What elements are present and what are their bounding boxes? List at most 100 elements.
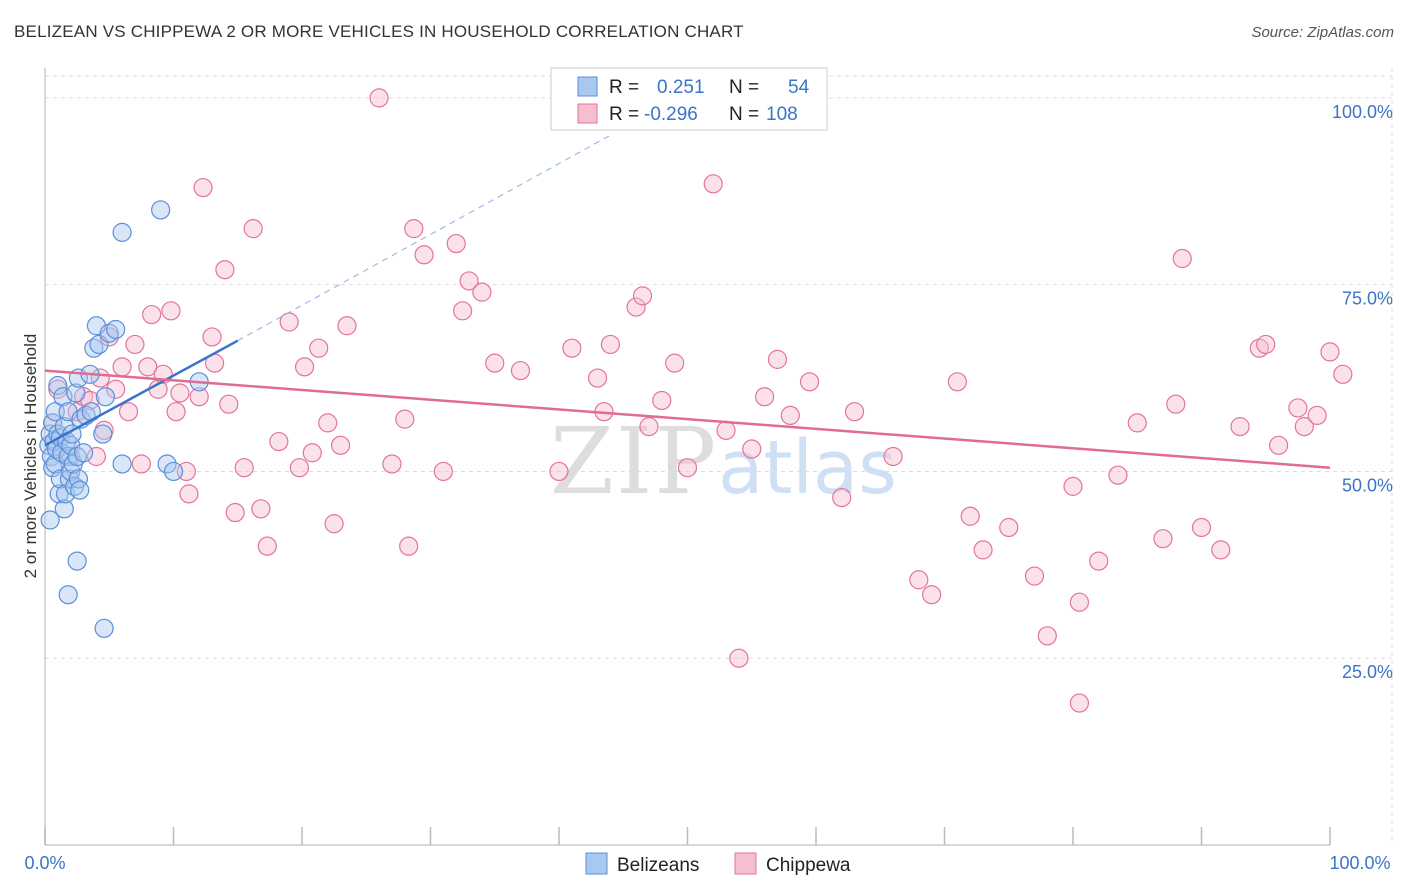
watermark-zip: ZIP (550, 408, 718, 515)
chippewa-point (318, 413, 338, 433)
chippewa-point (251, 499, 271, 519)
legend-r-label-belizean: R = (609, 77, 639, 98)
belizean-trend-extension (237, 134, 611, 342)
chippewa-point (1211, 540, 1231, 560)
legend-r-value-belizean: 0.251 (657, 77, 705, 98)
chippewa-point (382, 454, 402, 474)
belizean-point (112, 454, 132, 474)
chippewa-point (742, 439, 762, 459)
chippewa-point (369, 88, 389, 108)
chippewa-point (973, 540, 993, 560)
chart-source: Source: ZipAtlas.com (1251, 24, 1394, 41)
belizean-point (95, 387, 115, 407)
series-legend-swatch-belizean (585, 852, 608, 875)
chippewa-point (1069, 693, 1090, 713)
x-tick-label-min: 0.0% (24, 853, 65, 873)
legend-n-label-belizean: N = (729, 77, 759, 98)
belizean-point (84, 338, 104, 358)
belizean-point (112, 222, 132, 242)
chippewa-point (510, 360, 531, 381)
chippewa-point (587, 368, 608, 388)
chippewa-point (960, 506, 980, 526)
chippewa-point (302, 443, 322, 463)
chippewa-point (1127, 413, 1147, 433)
chippewa-point (1333, 364, 1353, 384)
legend-r-value-chippewa: -0.296 (644, 104, 698, 125)
belizean-points (39, 200, 209, 638)
trend-lines (44, 134, 1331, 469)
chippewa-point (677, 458, 698, 478)
correlation-legend: R = 0.251 N = 54 R = -0.296 N = 108 (550, 67, 828, 131)
belizean-point (106, 319, 126, 340)
legend-swatch-chippewa (577, 103, 598, 124)
chippewa-point (446, 233, 466, 254)
chippewa-point (189, 387, 209, 407)
chippewa-point (909, 570, 929, 590)
y-tick-label: 25.0% (1342, 662, 1393, 682)
chippewa-point (562, 338, 582, 358)
chippewa-point (639, 417, 659, 437)
chippewa-point (1230, 417, 1250, 437)
chippewa-point (324, 514, 344, 534)
chippewa-point (665, 353, 685, 373)
legend-n-label-chippewa: N = (729, 104, 759, 125)
chippewa-point (780, 405, 800, 426)
chippewa-point (414, 245, 434, 265)
belizean-point (40, 510, 60, 530)
chippewa-point (112, 357, 132, 377)
chippewa-point (844, 402, 865, 422)
chippewa-point (404, 219, 424, 239)
chippewa-point (330, 435, 351, 455)
series-legend-swatch-chippewa (734, 852, 757, 875)
y-axis-label: 2 or more Vehicles in Household (21, 334, 40, 579)
chippewa-point (257, 536, 277, 556)
belizean-point (73, 443, 94, 463)
chippewa-point (193, 177, 213, 198)
chippewa-point (472, 282, 492, 302)
chippewa-point (234, 458, 254, 478)
chippewa-point (1294, 417, 1314, 437)
belizean-point (163, 461, 184, 482)
chippewa-point (138, 357, 158, 377)
chippewa-point (1037, 626, 1057, 646)
belizean-point (53, 387, 73, 407)
chippewa-point (202, 327, 222, 347)
chippewa-point (626, 297, 646, 317)
series-legend-label-belizean: Belizeans (617, 855, 699, 876)
chippewa-point (1089, 551, 1109, 571)
belizean-point (66, 383, 86, 403)
belizean-point (58, 585, 78, 605)
chippewa-point (166, 402, 186, 422)
belizean-trend-line (44, 339, 239, 447)
chippewa-point (86, 446, 107, 467)
chippewa-point (485, 353, 505, 373)
chippewa-point (1153, 529, 1173, 549)
series-legend: Belizeans Chippewa (585, 852, 851, 876)
x-tick-label-max: 100.0% (1329, 853, 1390, 873)
y-tick-label: 50.0% (1342, 475, 1393, 495)
chippewa-point (632, 286, 653, 306)
chippewa-point (703, 174, 723, 194)
chippewa-point (170, 383, 190, 403)
chippewa-point (1063, 476, 1083, 496)
chippewa-point (219, 394, 239, 414)
y-tick-label: 75.0% (1342, 289, 1393, 309)
watermark-atlas: atlas (718, 425, 897, 511)
chippewa-point (142, 304, 162, 325)
chippewa-point (395, 409, 415, 429)
y-tick-labels: 25.0% 50.0% 75.0% 100.0% (1332, 102, 1393, 682)
legend-r-label-chippewa: R = (609, 104, 639, 125)
chippewa-point (754, 387, 775, 407)
chippewa-points (43, 88, 1353, 713)
chippewa-point (337, 316, 357, 336)
chippewa-point (1166, 394, 1186, 414)
chippewa-point (459, 271, 479, 291)
belizean-point (94, 618, 114, 638)
belizean-point (93, 424, 113, 444)
chippewa-point (947, 372, 967, 392)
chippewa-point (600, 334, 621, 355)
y-tick-label: 100.0% (1332, 102, 1393, 122)
belizean-point (54, 499, 74, 519)
legend-n-value-belizean: 54 (788, 77, 810, 98)
belizean-point (67, 551, 87, 571)
